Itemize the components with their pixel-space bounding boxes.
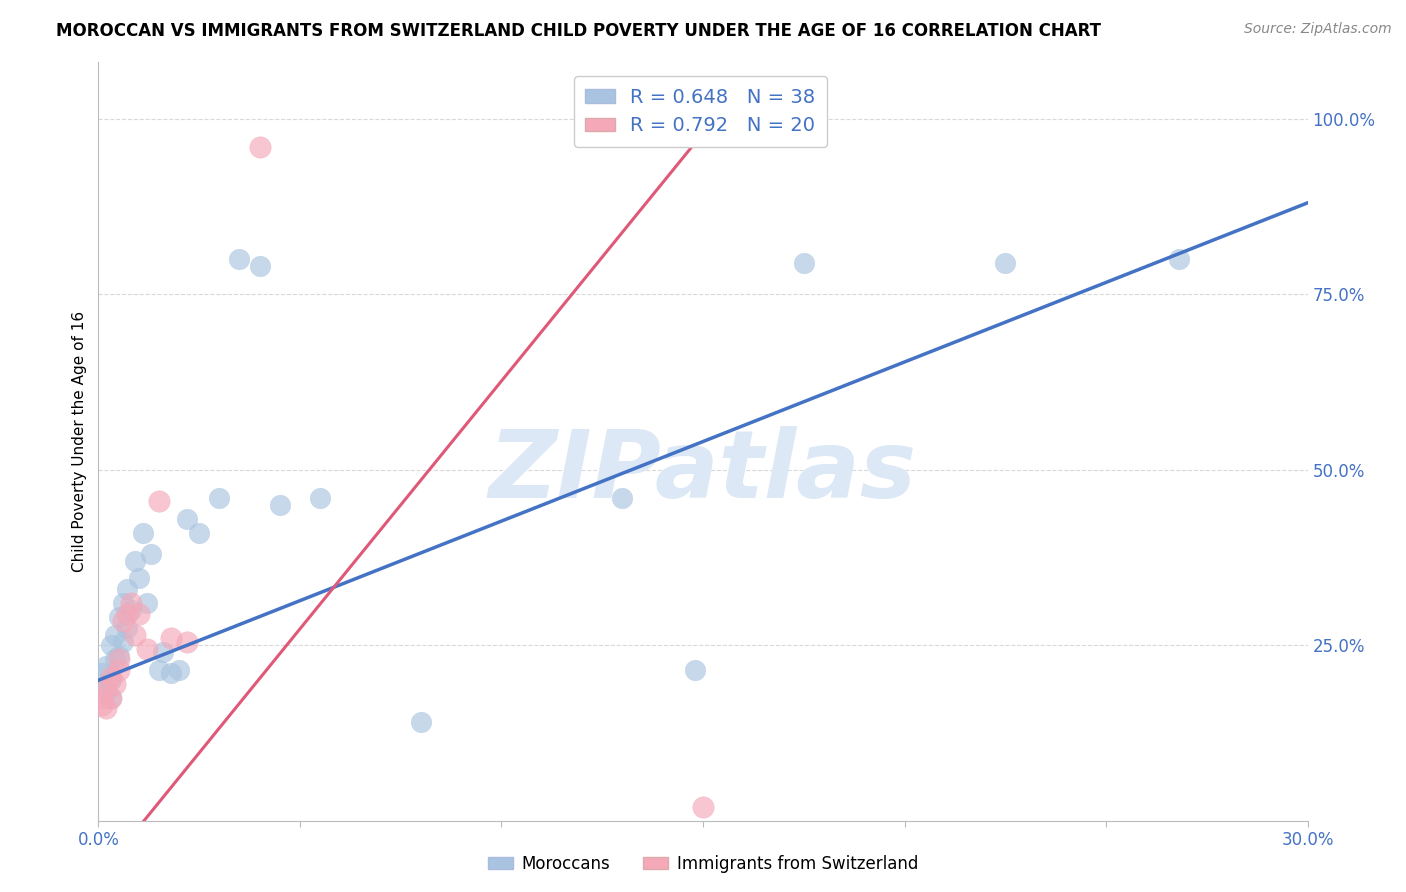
Text: Source: ZipAtlas.com: Source: ZipAtlas.com bbox=[1244, 22, 1392, 37]
Legend: Moroccans, Immigrants from Switzerland: Moroccans, Immigrants from Switzerland bbox=[481, 848, 925, 880]
Point bbox=[132, 525, 155, 540]
Point bbox=[228, 252, 250, 266]
Point bbox=[111, 634, 134, 648]
Point bbox=[124, 627, 146, 641]
Point bbox=[160, 631, 183, 645]
Point bbox=[128, 607, 150, 621]
Point bbox=[111, 596, 134, 610]
Point bbox=[793, 255, 815, 269]
Point bbox=[612, 491, 634, 505]
Point bbox=[309, 491, 332, 505]
Point bbox=[692, 799, 714, 814]
Point bbox=[91, 698, 114, 712]
Point bbox=[249, 259, 271, 273]
Point bbox=[167, 663, 190, 677]
Point bbox=[100, 638, 122, 652]
Text: MOROCCAN VS IMMIGRANTS FROM SWITZERLAND CHILD POVERTY UNDER THE AGE OF 16 CORREL: MOROCCAN VS IMMIGRANTS FROM SWITZERLAND … bbox=[56, 22, 1101, 40]
Point bbox=[152, 645, 174, 659]
Point bbox=[96, 683, 118, 698]
Legend: R = 0.648   N = 38, R = 0.792   N = 20: R = 0.648 N = 38, R = 0.792 N = 20 bbox=[574, 76, 827, 147]
Text: ZIPatlas: ZIPatlas bbox=[489, 425, 917, 518]
Point bbox=[91, 690, 114, 705]
Point bbox=[120, 603, 142, 617]
Point bbox=[994, 255, 1017, 269]
Point bbox=[208, 491, 231, 505]
Point bbox=[124, 554, 146, 568]
Point bbox=[249, 139, 271, 153]
Point bbox=[683, 663, 706, 677]
Point bbox=[188, 525, 211, 540]
Point bbox=[100, 690, 122, 705]
Point bbox=[107, 610, 129, 624]
Point bbox=[128, 571, 150, 585]
Point bbox=[107, 663, 129, 677]
Point bbox=[135, 641, 157, 656]
Point bbox=[100, 670, 122, 684]
Point bbox=[409, 715, 432, 730]
Point bbox=[135, 596, 157, 610]
Point bbox=[269, 498, 291, 512]
Point bbox=[115, 607, 138, 621]
Point bbox=[115, 582, 138, 596]
Y-axis label: Child Poverty Under the Age of 16: Child Poverty Under the Age of 16 bbox=[72, 311, 87, 572]
Point bbox=[91, 666, 114, 681]
Point bbox=[107, 652, 129, 666]
Point bbox=[148, 494, 170, 508]
Point bbox=[96, 680, 118, 694]
Point bbox=[103, 652, 125, 666]
Point bbox=[107, 648, 129, 663]
Point bbox=[115, 621, 138, 635]
Point bbox=[148, 663, 170, 677]
Point bbox=[1167, 252, 1189, 266]
Point bbox=[100, 673, 122, 688]
Point bbox=[139, 547, 162, 561]
Point bbox=[160, 666, 183, 681]
Point bbox=[96, 659, 118, 673]
Point bbox=[96, 701, 118, 715]
Point bbox=[111, 614, 134, 628]
Point bbox=[103, 677, 125, 691]
Point bbox=[176, 634, 198, 648]
Point bbox=[120, 596, 142, 610]
Point bbox=[100, 690, 122, 705]
Point bbox=[103, 627, 125, 641]
Point bbox=[91, 677, 114, 691]
Point bbox=[176, 512, 198, 526]
